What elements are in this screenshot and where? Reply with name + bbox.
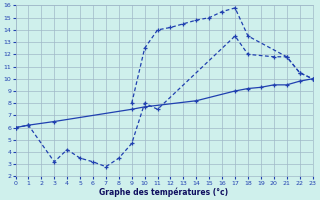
X-axis label: Graphe des températures (°c): Graphe des températures (°c) [100,187,228,197]
